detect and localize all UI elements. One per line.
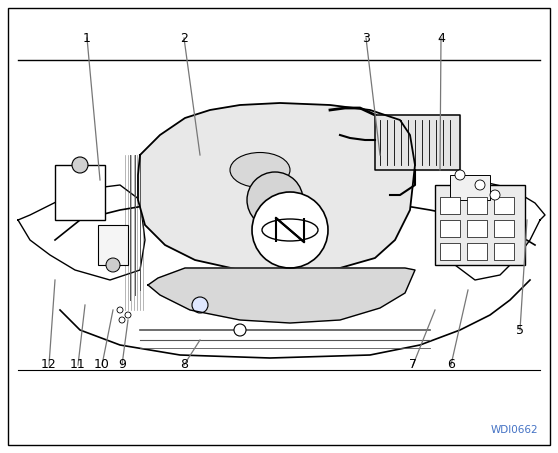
Text: WDI0662: WDI0662 (490, 425, 538, 435)
Text: 8: 8 (180, 358, 188, 371)
Text: 11: 11 (70, 358, 86, 371)
Bar (494, 243, 514, 260)
Bar (494, 197, 514, 214)
Circle shape (192, 297, 208, 313)
Bar (450, 175, 490, 200)
Circle shape (119, 317, 125, 323)
Circle shape (125, 312, 131, 318)
Circle shape (106, 258, 120, 272)
Text: 6: 6 (447, 358, 455, 371)
Circle shape (252, 192, 328, 268)
Text: 2: 2 (180, 32, 188, 44)
Text: 12: 12 (41, 358, 57, 371)
Circle shape (247, 172, 303, 228)
Bar (494, 220, 514, 237)
Text: 3: 3 (362, 32, 370, 44)
Bar (440, 197, 460, 214)
Text: 10: 10 (94, 358, 110, 371)
Circle shape (234, 324, 246, 336)
Circle shape (475, 180, 485, 190)
Circle shape (117, 307, 123, 313)
Circle shape (455, 170, 465, 180)
Polygon shape (375, 115, 460, 170)
Bar (467, 220, 487, 237)
Polygon shape (18, 185, 145, 280)
Polygon shape (148, 268, 415, 323)
Bar (440, 243, 460, 260)
Text: 4: 4 (437, 32, 445, 44)
Polygon shape (450, 180, 545, 280)
Polygon shape (138, 103, 415, 272)
Text: 1: 1 (83, 32, 91, 44)
Ellipse shape (230, 153, 290, 188)
Text: 5: 5 (516, 323, 524, 337)
Text: 9: 9 (118, 358, 126, 371)
Bar (55, 165, 105, 220)
Text: 7: 7 (409, 358, 417, 371)
Bar (435, 185, 525, 265)
Bar (440, 220, 460, 237)
Bar (467, 243, 487, 260)
Bar (467, 197, 487, 214)
Circle shape (490, 190, 500, 200)
Bar (98, 225, 128, 265)
Circle shape (72, 157, 88, 173)
